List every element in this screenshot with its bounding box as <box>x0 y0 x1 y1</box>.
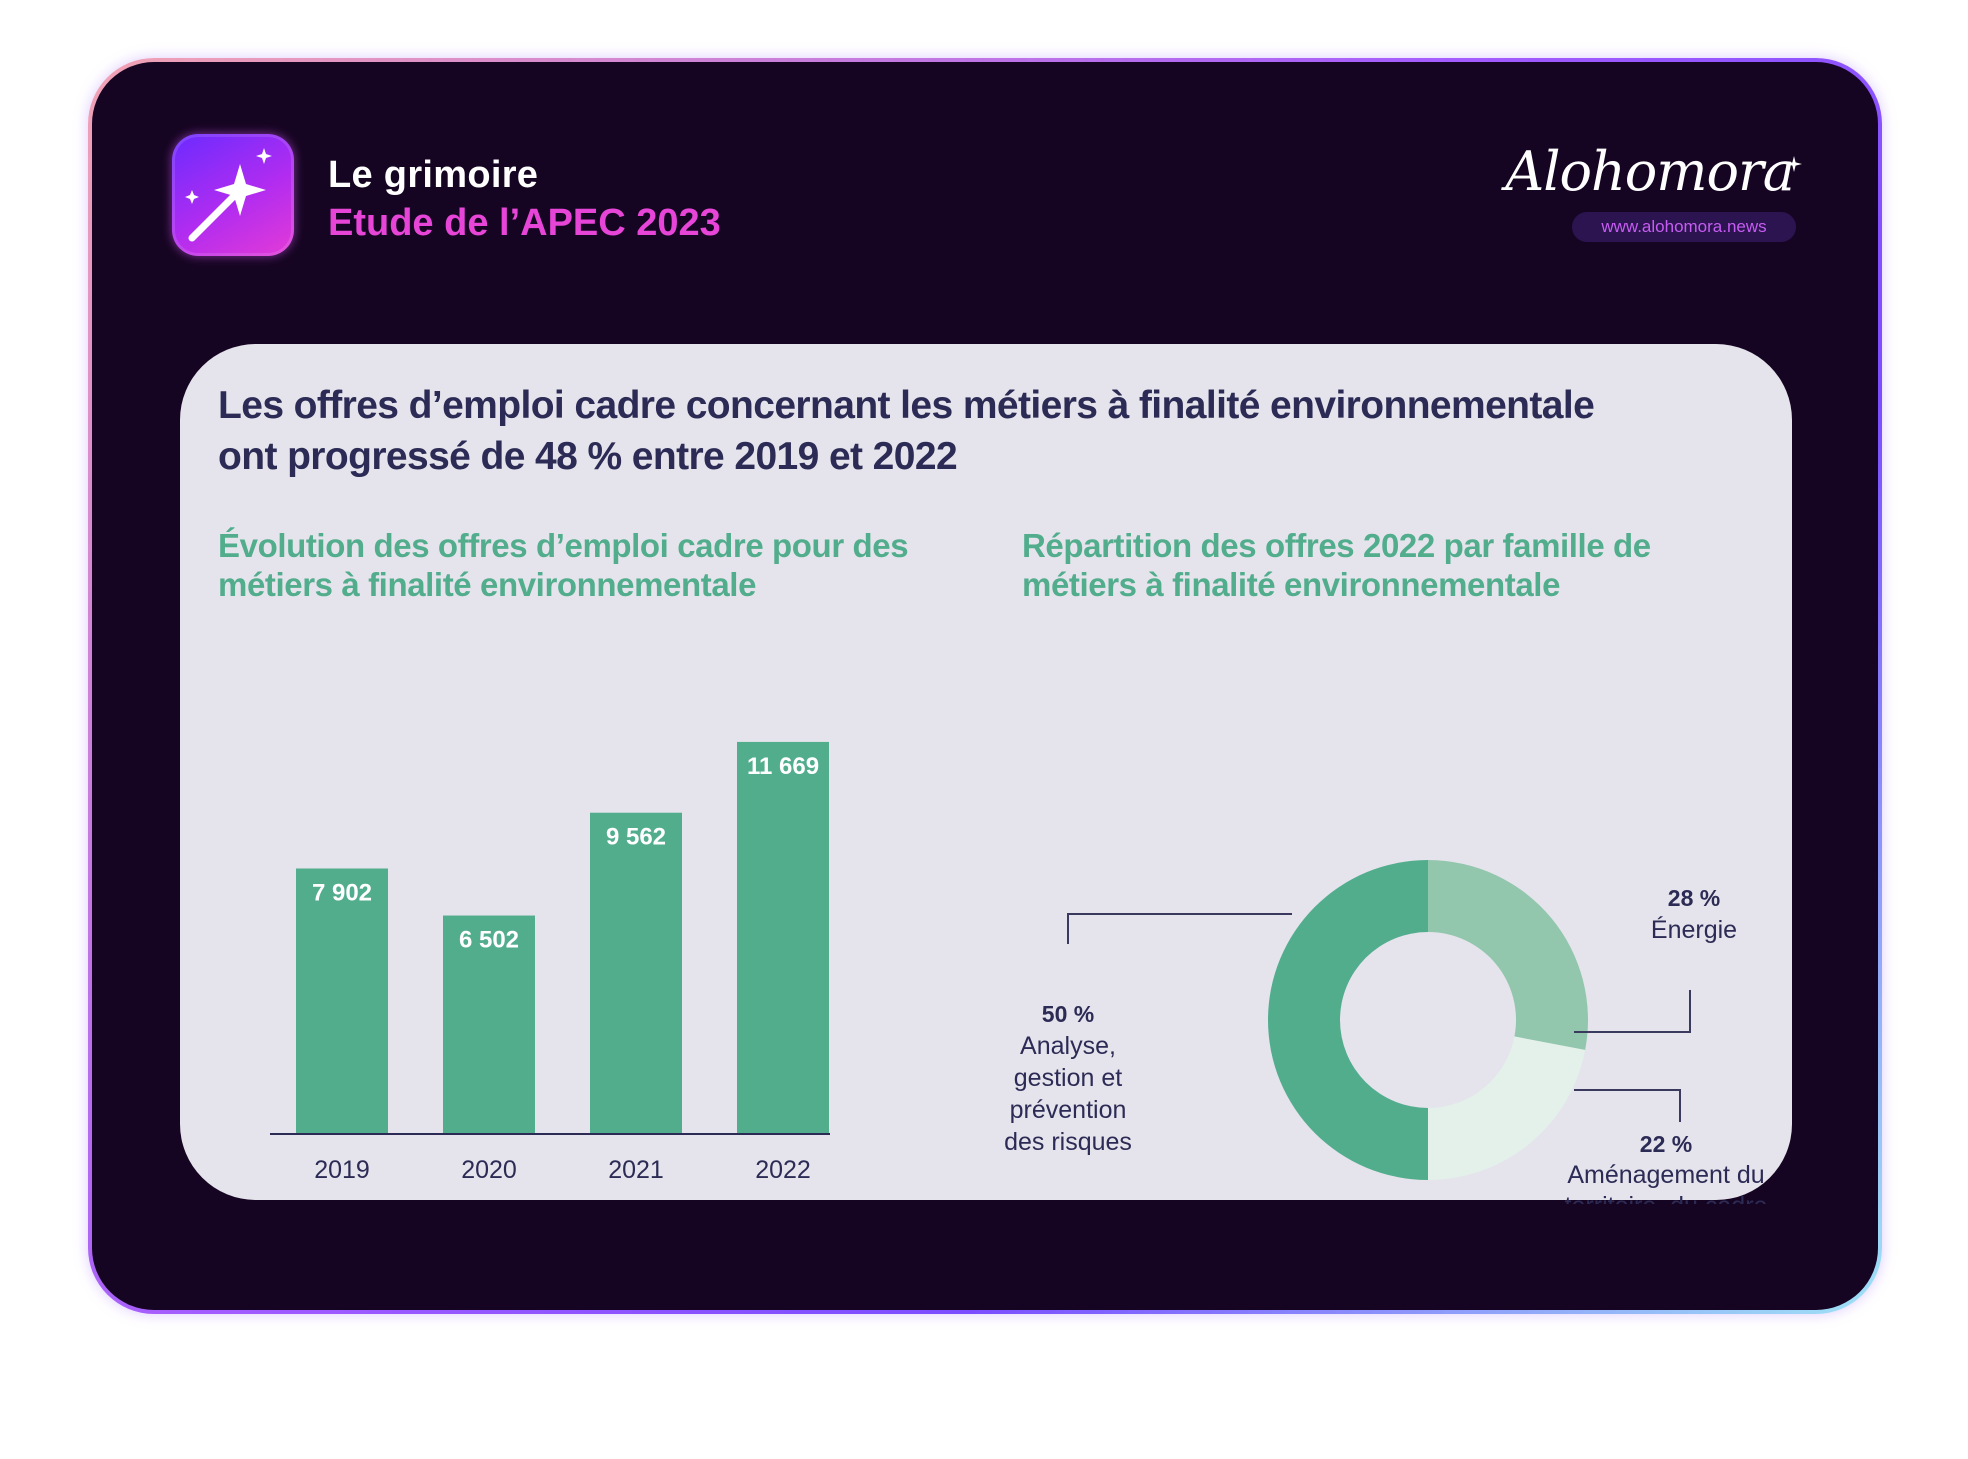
headline: Les offres d’emploi cadre concernant les… <box>218 384 1595 478</box>
leader-line-2 <box>1574 1089 1681 1122</box>
content-panel: Les offres d’emploi cadre concernant les… <box>180 344 1792 1204</box>
bar-value-label: 6 502 <box>459 927 519 954</box>
brand-url-link[interactable]: www.alohomora.news <box>1572 212 1796 242</box>
donut-slice-2 <box>1428 1036 1586 1180</box>
bar-value-label: 7 902 <box>312 879 372 906</box>
x-tick-label: 2020 <box>461 1156 517 1184</box>
donut-slice-1 <box>1428 860 1588 1050</box>
brand-logo: Alohomora <box>1505 140 1795 203</box>
bar-chart-title: Évolution des offres d’emploi cadre pour… <box>218 527 909 603</box>
bar-2021 <box>590 812 682 1134</box>
x-tick-label: 2019 <box>314 1156 370 1184</box>
leader-line-3 <box>1067 913 1292 944</box>
analyse-slice-label: Analyse, <box>1020 1032 1116 1060</box>
bar-value-label: 11 669 <box>747 753 819 780</box>
amenagement-slice-label: territoire, du cadre <box>1565 1192 1768 1204</box>
bar-2022 <box>737 741 829 1134</box>
donut-chart: 28 % Énergie 22 % Aménagement du territoire,… <box>1004 860 1768 1204</box>
bar-value-label: 9 562 <box>606 824 666 851</box>
donut-slice-3 <box>1268 860 1428 1180</box>
x-tick-label: 2021 <box>608 1156 664 1184</box>
magic-wand-icon <box>172 134 294 256</box>
analyse-slice-label: prévention <box>1010 1096 1127 1124</box>
leader-line-1 <box>1574 990 1691 1033</box>
amenagement-slice-pct: 22 % <box>1640 1131 1692 1157</box>
infographic-frame: Le grimoire Etude de l’APEC 2023 Alohomo… <box>88 58 1882 1314</box>
header-title: Le grimoire <box>328 154 539 196</box>
analyse-slice-label: gestion et <box>1014 1064 1122 1092</box>
bar-2020 <box>443 915 535 1134</box>
analyse-slice-pct: 50 % <box>1042 1001 1094 1027</box>
donut-chart-title: Répartition des offres 2022 par famille … <box>1022 527 1651 603</box>
analyse-slice-label: des risques <box>1004 1128 1132 1156</box>
header-subtitle: Etude de l’APEC 2023 <box>328 202 721 244</box>
bar-chart: 7 902 2019 6 502 2020 9 562 2021 11 669 2022 <box>270 741 830 1184</box>
amenagement-slice-label: Aménagement du <box>1567 1161 1764 1189</box>
x-tick-label: 2022 <box>755 1156 811 1184</box>
infographic-card: Le grimoire Etude de l’APEC 2023 Alohomo… <box>92 62 1878 1310</box>
sparkle-icon <box>1786 156 1802 172</box>
energie-slice-pct: 28 % <box>1668 885 1720 911</box>
energie-slice-label: Énergie <box>1651 915 1737 944</box>
bar-2019 <box>296 868 388 1134</box>
